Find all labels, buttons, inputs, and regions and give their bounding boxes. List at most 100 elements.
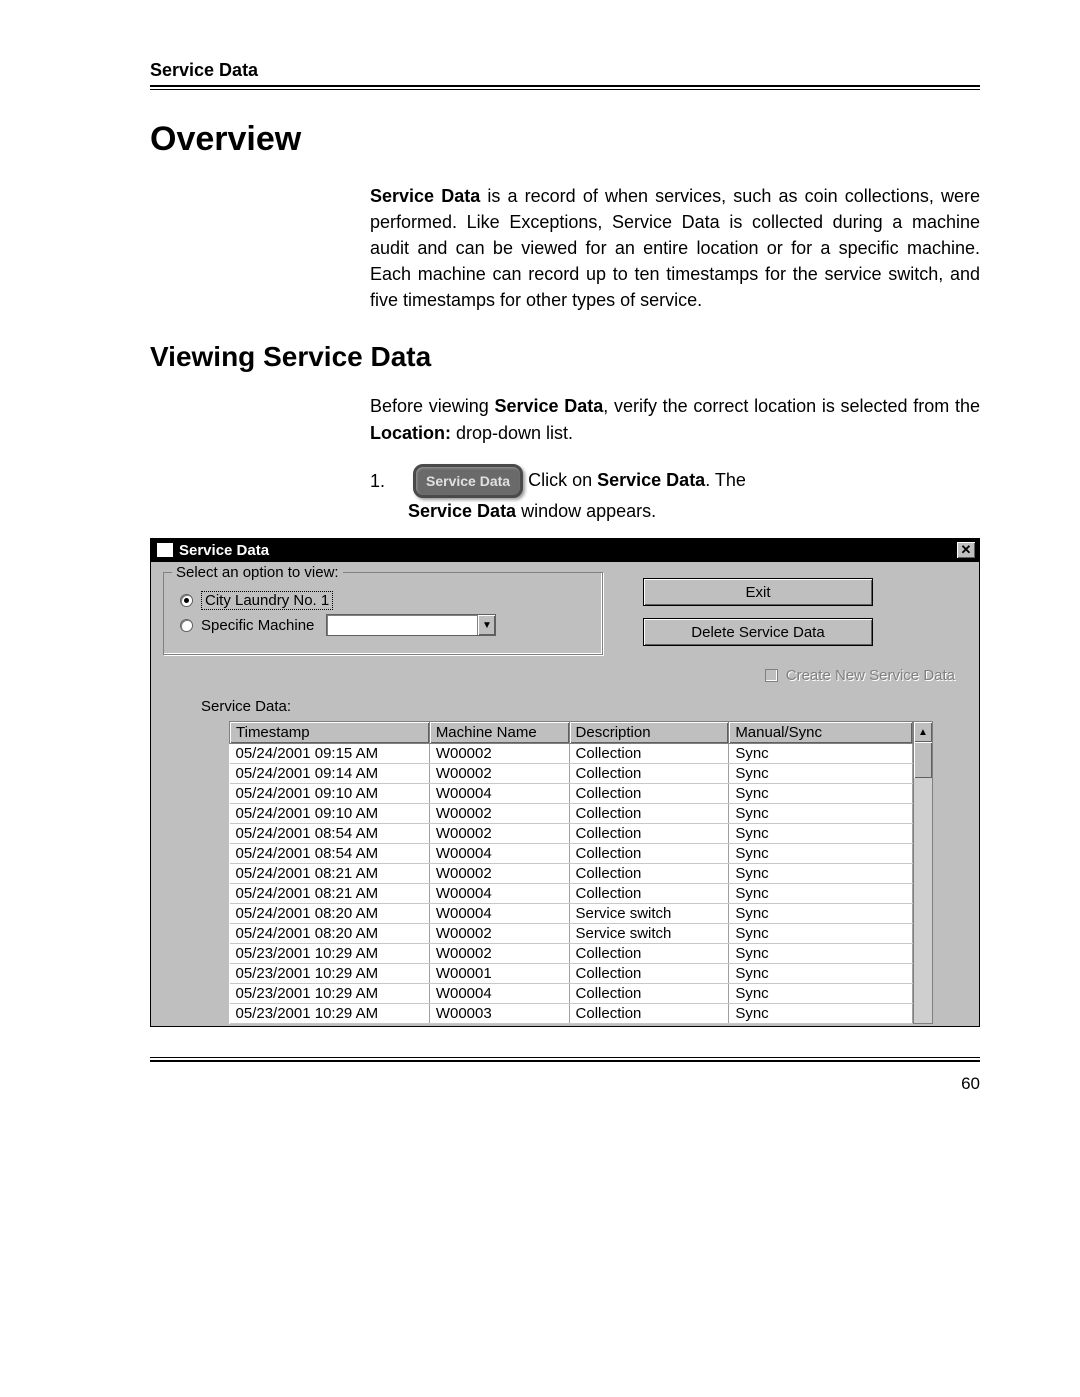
viewing-paragraph: Before viewing Service Data, verify the … [370,393,980,445]
table-cell: W00004 [429,884,569,904]
table-cell: Sync [729,904,913,924]
table-cell: W00002 [429,744,569,764]
table-cell: 05/24/2001 09:15 AM [230,744,430,764]
table-cell: Sync [729,964,913,984]
table-row[interactable]: 05/24/2001 08:20 AMW00004Service switchS… [230,904,913,924]
column-header[interactable]: Machine Name [429,722,569,744]
table-cell: Sync [729,804,913,824]
table-cell: Sync [729,844,913,864]
service-data-label: Service Data: [201,698,967,715]
table-row[interactable]: 05/24/2001 08:20 AMW00002Service switchS… [230,924,913,944]
table-cell: W00004 [429,844,569,864]
create-new-row: Create New Service Data [163,667,967,684]
radio-location-label: City Laundry No. 1 [201,591,333,610]
table-scrollbar[interactable]: ▲ [913,721,933,1024]
table-cell: W00002 [429,804,569,824]
table-cell: Service switch [569,924,729,944]
table-cell: Sync [729,764,913,784]
table-row[interactable]: 05/24/2001 09:15 AMW00002CollectionSync [230,744,913,764]
column-header[interactable]: Manual/Sync [729,722,913,744]
table-cell: Collection [569,864,729,884]
radio-location[interactable] [180,594,193,607]
viewing-b2: Location: [370,423,451,443]
step-line2-t: window appears. [516,501,656,521]
table-cell: W00002 [429,824,569,844]
table-row[interactable]: 05/23/2001 10:29 AMW00002CollectionSync [230,944,913,964]
table-row[interactable]: 05/24/2001 09:10 AMW00002CollectionSync [230,804,913,824]
table-row[interactable]: 05/24/2001 08:21 AMW00002CollectionSync [230,864,913,884]
table-cell: Collection [569,764,729,784]
scroll-up-button[interactable]: ▲ [914,722,932,742]
overview-paragraph: Service Data is a record of when service… [370,183,980,313]
table-cell: Collection [569,984,729,1004]
step-t1: . The [705,470,746,490]
table-cell: 05/24/2001 08:21 AM [230,864,430,884]
step-b1: Service Data [597,470,705,490]
table-cell: 05/23/2001 10:29 AM [230,944,430,964]
machine-combo[interactable]: ▼ [326,614,496,636]
table-cell: Collection [569,844,729,864]
radio-row-location[interactable]: City Laundry No. 1 [180,591,586,610]
table-cell: Sync [729,884,913,904]
column-header[interactable]: Timestamp [230,722,430,744]
table-cell: 05/24/2001 08:54 AM [230,824,430,844]
table-cell: Collection [569,744,729,764]
table-cell: 05/23/2001 10:29 AM [230,1004,430,1024]
table-cell: Sync [729,984,913,1004]
radio-machine[interactable] [180,619,193,632]
exit-button[interactable]: Exit [643,578,873,606]
table-row[interactable]: 05/24/2001 08:54 AMW00004CollectionSync [230,844,913,864]
table-cell: Sync [729,1004,913,1024]
viewing-t2: , verify the correct location is selecte… [603,396,980,416]
table-row[interactable]: 05/24/2001 08:54 AMW00002CollectionSync [230,824,913,844]
machine-combo-input[interactable] [327,615,477,635]
scroll-track[interactable] [914,778,932,1023]
table-row[interactable]: 05/24/2001 09:10 AMW00004CollectionSync [230,784,913,804]
viewing-t1: Before viewing [370,396,494,416]
step-line2-b: Service Data [408,501,516,521]
table-cell: Collection [569,944,729,964]
table-cell: Sync [729,924,913,944]
table-cell: Service switch [569,904,729,924]
heading-viewing: Viewing Service Data [150,341,980,373]
viewing-b1: Service Data [494,396,603,416]
table-cell: W00002 [429,864,569,884]
table-row[interactable]: 05/23/2001 10:29 AMW00001CollectionSync [230,964,913,984]
column-header[interactable]: Description [569,722,729,744]
table-cell: W00002 [429,944,569,964]
close-icon: ✕ [961,542,972,558]
overview-bold: Service Data [370,186,480,206]
table-row[interactable]: 05/23/2001 10:29 AMW00004CollectionSync [230,984,913,1004]
table-cell: Sync [729,944,913,964]
table-cell: W00004 [429,984,569,1004]
table-cell: Sync [729,864,913,884]
scroll-thumb[interactable] [914,742,932,778]
machine-combo-button[interactable]: ▼ [477,615,495,635]
table-cell: 05/24/2001 09:14 AM [230,764,430,784]
view-option-fieldset: Select an option to view: City Laundry N… [163,572,603,655]
table-row[interactable]: 05/23/2001 10:29 AMW00003CollectionSync [230,1004,913,1024]
table-cell: Collection [569,784,729,804]
window-icon [157,543,173,557]
create-new-label: Create New Service Data [786,667,955,684]
delete-service-data-button[interactable]: Delete Service Data [643,618,873,646]
service-data-button-image: Service Data [413,464,523,498]
table-cell: 05/24/2001 08:21 AM [230,884,430,904]
service-data-window: Service Data ✕ Select an option to view:… [150,538,980,1027]
close-button[interactable]: ✕ [956,541,976,559]
create-new-checkbox [765,669,778,682]
footer-rule [150,1057,980,1062]
table-cell: 05/24/2001 09:10 AM [230,784,430,804]
window-title: Service Data [179,542,269,559]
window-titlebar[interactable]: Service Data ✕ [151,539,979,562]
triangle-up-icon: ▲ [918,727,928,738]
header-rule [150,85,980,90]
step-1-row: 1. Service Data Click on Service Data. T… [370,464,980,498]
step-after-badge: Click on [528,470,597,490]
table-cell: W00004 [429,784,569,804]
table-cell: W00003 [429,1004,569,1024]
radio-row-machine[interactable]: Specific Machine ▼ [180,614,586,636]
table-cell: W00002 [429,924,569,944]
table-row[interactable]: 05/24/2001 08:21 AMW00004CollectionSync [230,884,913,904]
table-row[interactable]: 05/24/2001 09:14 AMW00002CollectionSync [230,764,913,784]
